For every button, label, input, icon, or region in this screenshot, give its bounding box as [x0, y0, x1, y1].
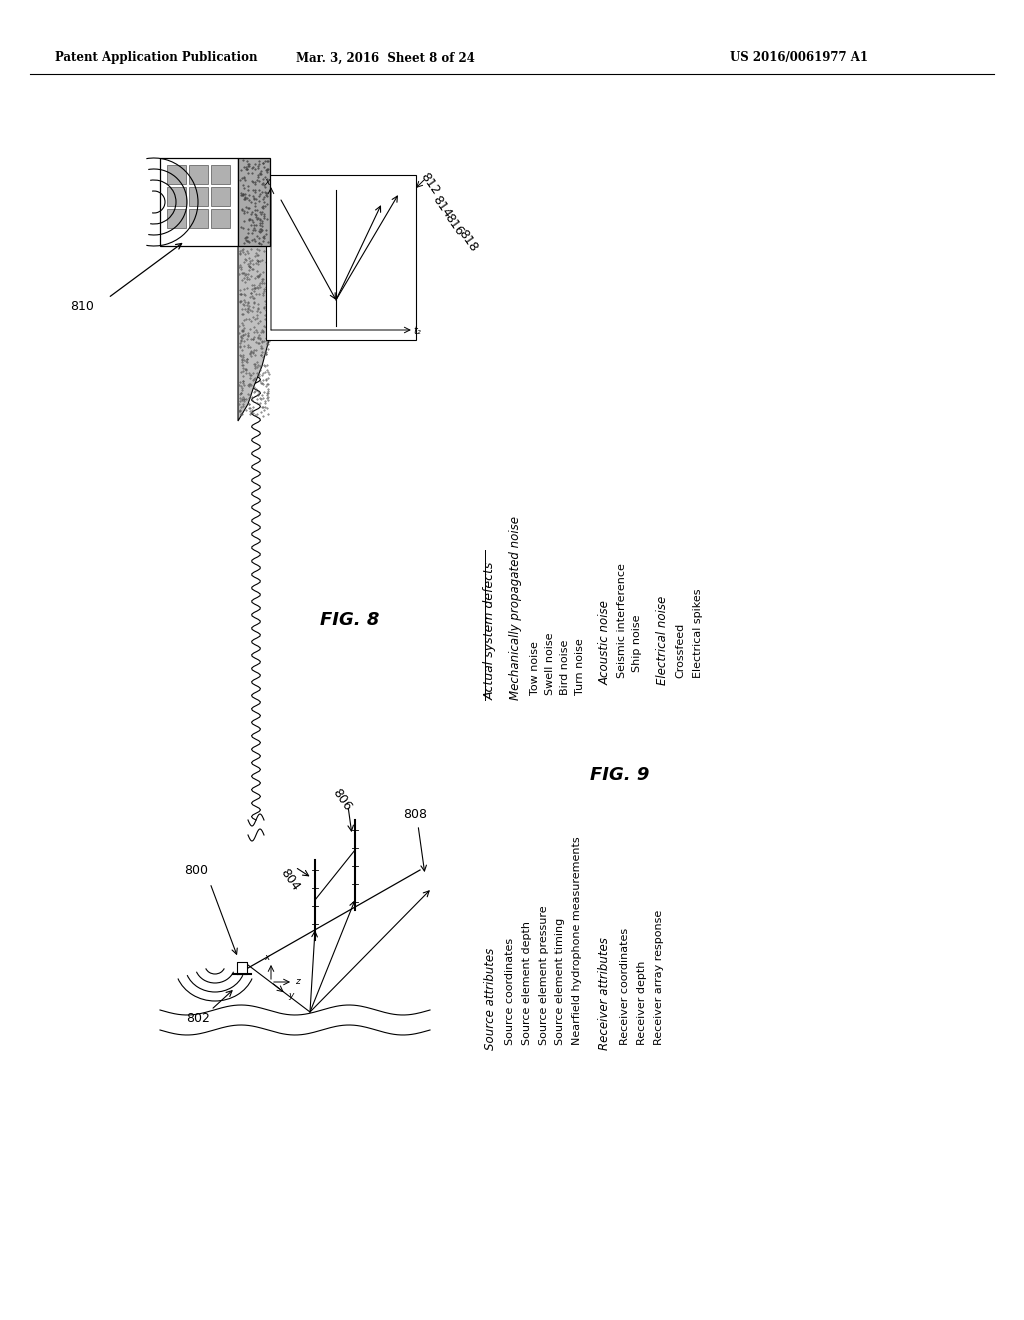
Text: Acoustic noise: Acoustic noise [598, 601, 611, 685]
Bar [189, 165, 208, 183]
Bar [211, 165, 230, 183]
Text: Receiver attributes: Receiver attributes [598, 937, 611, 1049]
Text: 816: 816 [442, 211, 466, 238]
Text: Patent Application Publication: Patent Application Publication [55, 51, 257, 65]
Text: t₂: t₂ [413, 326, 421, 337]
Text: Mechanically propagated noise: Mechanically propagated noise [509, 516, 521, 700]
Bar [167, 187, 186, 206]
Text: FIG. 8: FIG. 8 [321, 611, 380, 630]
Text: Bird noise: Bird noise [560, 640, 570, 696]
Text: Turn noise: Turn noise [575, 639, 585, 696]
Polygon shape [238, 246, 270, 421]
Text: x: x [264, 953, 269, 962]
Bar [211, 209, 230, 228]
Bar [211, 187, 230, 206]
Text: Electrical noise: Electrical noise [655, 595, 669, 685]
Text: y: y [288, 990, 293, 999]
Text: Mar. 3, 2016  Sheet 8 of 24: Mar. 3, 2016 Sheet 8 of 24 [296, 51, 474, 65]
Text: Tow noise: Tow noise [530, 642, 540, 696]
Text: Swell noise: Swell noise [545, 632, 555, 696]
Text: 818: 818 [456, 227, 480, 253]
Text: Ship noise: Ship noise [632, 615, 642, 672]
Text: 814: 814 [430, 193, 455, 220]
Bar [238, 158, 270, 246]
Text: Receiver depth: Receiver depth [637, 961, 647, 1045]
Text: Receiver array response: Receiver array response [654, 909, 664, 1045]
Text: 804: 804 [278, 866, 302, 894]
Bar [160, 158, 238, 246]
Text: Source coordinates: Source coordinates [505, 939, 515, 1045]
Text: Actual system defects: Actual system defects [483, 561, 497, 700]
Text: Source element pressure: Source element pressure [539, 906, 549, 1045]
Text: Seismic interference: Seismic interference [617, 564, 627, 678]
Text: US 2016/0061977 A1: US 2016/0061977 A1 [730, 51, 868, 65]
Text: 802: 802 [186, 1011, 210, 1024]
Text: Source attributes: Source attributes [483, 948, 497, 1049]
Text: z: z [295, 978, 300, 986]
Text: 806: 806 [330, 787, 354, 813]
Bar [189, 187, 208, 206]
Text: Electrical spikes: Electrical spikes [693, 589, 703, 678]
Text: Nearfield hydrophone measurements: Nearfield hydrophone measurements [572, 837, 582, 1045]
Text: 808: 808 [403, 808, 427, 821]
Bar [266, 176, 416, 341]
Text: FIG. 9: FIG. 9 [590, 766, 649, 784]
Text: 810: 810 [70, 300, 94, 313]
Text: x: x [264, 177, 270, 187]
Text: Receiver coordinates: Receiver coordinates [620, 928, 630, 1045]
Text: Source element timing: Source element timing [555, 917, 565, 1045]
Text: 812: 812 [418, 170, 442, 197]
Bar [167, 209, 186, 228]
Text: Source element depth: Source element depth [522, 921, 532, 1045]
Text: Crossfeed: Crossfeed [675, 623, 685, 678]
Bar [189, 209, 208, 228]
Text: 800: 800 [184, 863, 208, 876]
Bar [167, 165, 186, 183]
